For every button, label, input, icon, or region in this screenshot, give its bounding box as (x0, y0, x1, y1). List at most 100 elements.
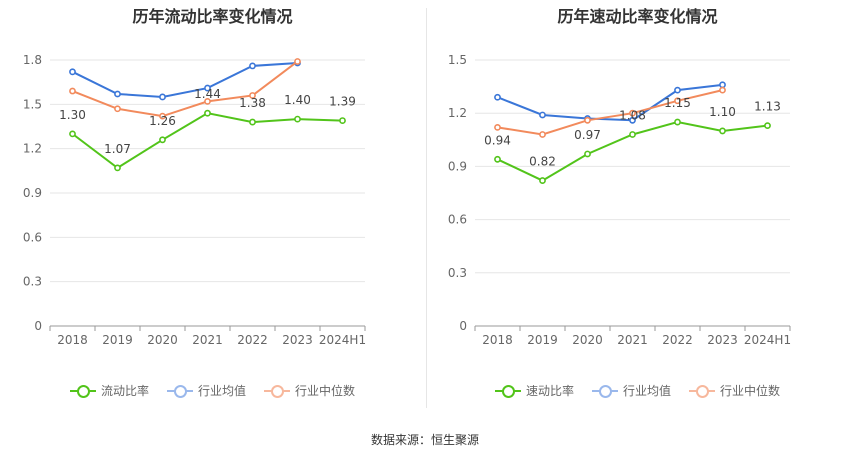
data-label: 1.13 (754, 100, 781, 114)
y-tick-label: 0.3 (23, 275, 42, 289)
y-tick-label: 0.6 (23, 230, 42, 244)
data-label: 1.08 (619, 108, 646, 122)
legend-label: 行业中位数 (295, 384, 356, 398)
legend-label: 行业均值 (197, 384, 246, 398)
data-label: 1.40 (284, 93, 311, 107)
legend-item[interactable]: 行业均值 (166, 382, 246, 399)
data-point (204, 84, 211, 92)
legend-label: 速动比率 (525, 384, 574, 398)
legend-swatch-icon (166, 384, 193, 398)
data-point (69, 68, 76, 76)
series-line (497, 83, 723, 122)
x-tick-label: 2018 (57, 333, 88, 347)
data-point (294, 115, 301, 123)
data-point (69, 130, 76, 138)
series-line (71, 112, 343, 170)
x-tick-label: 2020 (572, 333, 603, 347)
data-label: 1.07 (104, 142, 131, 156)
data-point (764, 122, 771, 130)
x-tick-label: 2022 (237, 333, 268, 347)
panel-divider (426, 8, 427, 408)
y-tick-label: 0 (459, 319, 467, 333)
data-point (494, 93, 501, 101)
x-tick-label: 2024H1 (319, 333, 366, 347)
data-point (114, 90, 121, 98)
data-point (159, 136, 166, 144)
data-point (629, 109, 636, 117)
data-point (249, 92, 256, 99)
data-point (494, 155, 501, 163)
legend-swatch-icon (69, 384, 96, 398)
series-line (72, 60, 299, 118)
data-point (674, 86, 681, 94)
data-source-label: 数据来源：恒生聚源 (370, 433, 479, 447)
chart-plot-area: 0 0.3 0.6 0.9 1.2 1.5 2018 2019 2020 2021 2022 2023… (448, 53, 791, 347)
quick-ratio-chart: 历年速动比率变化情况 0 0.3 0.6 0.9 1.2 1.5 2018 2019 2020 2… (425, 0, 850, 410)
y-tick-label: 0.9 (448, 159, 467, 173)
data-point (159, 112, 166, 120)
data-point (494, 123, 501, 131)
data-point (204, 109, 211, 117)
data-point (69, 87, 76, 95)
y-tick-label: 1.5 (448, 53, 467, 67)
y-tick-label: 1.2 (23, 142, 42, 156)
data-point (294, 58, 301, 65)
data-label: 0.82 (529, 155, 556, 169)
data-point (539, 177, 546, 184)
data-label: 1.15 (664, 96, 691, 110)
legend-swatch-icon (264, 384, 290, 398)
legend-item[interactable]: 行业中位数 (689, 382, 780, 399)
data-label: 1.44 (194, 87, 221, 101)
chart-legend: 流动比率 行业均值 行业中位数 (0, 382, 425, 399)
x-tick-label: 2021 (192, 333, 223, 347)
legend-label: 行业中位数 (720, 384, 781, 398)
legend-item[interactable]: 行业中位数 (264, 382, 355, 399)
chart-title: 历年流动比率变化情况 (132, 7, 293, 26)
series-line (497, 121, 768, 182)
data-point (584, 150, 591, 158)
x-tick-label: 2019 (102, 333, 133, 347)
current-ratio-chart: 历年流动比率变化情况 0 0.3 0.6 0.9 1.2 1.5 1.8 2018 2019 20… (0, 0, 425, 410)
data-point (204, 97, 211, 105)
series-line (497, 89, 723, 136)
x-tick-label: 2021 (617, 333, 648, 347)
data-point (159, 93, 166, 101)
data-point (584, 116, 591, 124)
y-tick-label: 0.3 (448, 266, 467, 280)
data-point (674, 97, 681, 105)
data-label: 0.97 (574, 128, 601, 142)
data-label: 1.10 (709, 105, 736, 119)
data-point (339, 117, 346, 124)
x-tick-label: 2023 (707, 333, 738, 347)
chart-title: 历年速动比率变化情况 (557, 7, 718, 26)
legend-item[interactable]: 速动比率 (494, 382, 574, 399)
y-tick-label: 1.5 (23, 97, 42, 111)
chart-legend: 速动比率 行业均值 行业中位数 (425, 382, 850, 399)
data-point (539, 131, 546, 138)
legend-swatch-icon (689, 384, 715, 398)
data-label: 1.26 (149, 114, 176, 128)
data-point (114, 164, 121, 172)
data-label: 1.30 (59, 108, 86, 122)
legend-item[interactable]: 行业均值 (591, 382, 671, 399)
legend-swatch-icon (591, 384, 618, 398)
data-point (539, 111, 546, 119)
x-tick-label: 2020 (147, 333, 178, 347)
data-point (719, 127, 726, 135)
data-point (249, 62, 256, 70)
data-point (249, 118, 256, 126)
y-tick-label: 0.9 (23, 186, 42, 200)
legend-swatch-icon (494, 384, 521, 398)
data-point (629, 131, 636, 138)
y-tick-label: 1.8 (23, 53, 42, 67)
y-tick-label: 1.2 (448, 106, 467, 120)
legend-label: 流动比率 (100, 384, 149, 398)
y-tick-label: 0.6 (448, 213, 467, 227)
data-point (719, 81, 726, 89)
x-tick-label: 2023 (282, 333, 313, 347)
x-tick-label: 2024H1 (744, 333, 791, 347)
legend-item[interactable]: 流动比率 (69, 382, 149, 399)
data-point (674, 118, 681, 126)
data-point (114, 105, 121, 113)
x-tick-label: 2022 (662, 333, 693, 347)
